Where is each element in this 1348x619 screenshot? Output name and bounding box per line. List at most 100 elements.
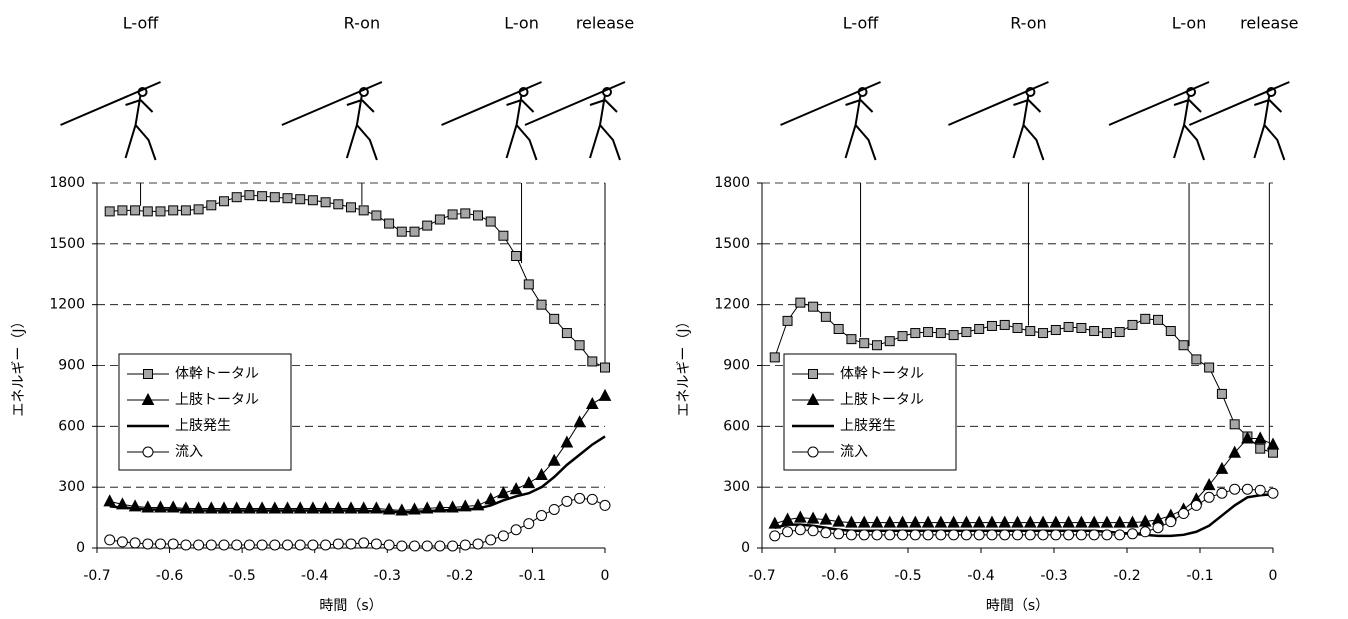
triangle-marker [1228,445,1242,458]
square-marker [561,328,572,339]
circle-marker [1088,529,1100,541]
square-marker [1012,322,1023,333]
square-marker [168,205,179,216]
triangle-marker [998,515,1012,528]
triangle-marker [522,476,536,489]
triangle-marker [509,482,523,495]
square-marker [1050,325,1061,336]
head [518,87,529,97]
x-axis-label: 時間（s） [319,598,382,614]
triangle-marker [1126,515,1139,528]
body [589,94,621,161]
square-marker [143,369,153,379]
square-marker [384,218,395,229]
triangle-marker [1241,431,1254,444]
phase-label: release [576,14,634,33]
circle-marker [383,539,395,551]
head [137,87,148,97]
triangle-marker [103,494,117,507]
head [857,87,868,97]
stick-figure [948,81,1049,161]
square-marker [371,210,382,221]
circle-marker [1075,529,1087,541]
circle-marker [1267,487,1279,499]
square-marker [1229,419,1240,430]
body [505,94,538,161]
square-marker [307,195,318,206]
square-marker [1114,327,1125,338]
triangle-marker [1036,515,1050,528]
triangle-marker [845,515,858,528]
circle-marker [269,539,281,551]
stick-figure [1108,81,1210,161]
square-marker [511,251,522,261]
square-marker [808,369,818,379]
square-marker [244,190,255,201]
y-tick-label: 1500 [49,236,85,252]
x-tick-label: -0.1 [519,568,546,584]
circle-marker [434,540,446,552]
circle-marker [1152,522,1164,534]
body [124,94,157,161]
triangle-marker [947,515,960,528]
triangle-marker [793,510,807,523]
square-marker [820,311,831,322]
square-marker [1140,313,1151,324]
triangle-marker [484,492,498,505]
square-marker [396,226,407,237]
circle-marker [180,539,192,551]
square-marker [974,324,985,334]
square-marker [346,202,356,213]
square-marker [282,193,293,204]
legend-label: 体幹トータル [175,365,259,382]
square-marker [1063,321,1074,332]
triangle-marker [1253,431,1267,444]
triangle-marker [1011,515,1024,528]
square-marker [447,209,458,220]
square-marker [910,328,921,339]
circle-marker [345,538,357,550]
triangle-marker [1215,461,1229,474]
y-tick-label: 1800 [714,175,750,191]
legend-label: 上肢発生 [175,418,231,434]
circle-marker [1178,508,1190,520]
circle-marker [1254,484,1266,496]
triangle-marker [1049,515,1063,528]
circle-marker [599,499,611,511]
triangle-marker [560,435,574,448]
square-marker [206,200,217,211]
circle-marker [986,529,998,541]
triangle-marker [1062,515,1075,528]
series-line [109,395,606,511]
y-tick-label: 300 [723,479,750,495]
circle-marker [858,529,870,541]
circle-marker [973,529,985,541]
square-marker [142,206,153,217]
circle-marker [497,530,509,542]
square-marker [1255,443,1266,454]
circle-marker [794,524,806,536]
circle-marker [960,529,972,541]
square-marker [320,197,331,208]
head [1186,87,1197,97]
triangle-marker [921,515,935,528]
circle-marker [561,495,573,507]
circle-marker [820,527,832,539]
triangle-marker [1075,515,1088,528]
head [358,87,369,97]
stick-figure [281,81,383,161]
square-marker [808,301,819,312]
phase-label: R-on [344,14,380,33]
series-line [109,497,606,547]
square-marker [269,192,280,203]
circle-marker [1063,529,1075,541]
phase-label: R-on [1010,14,1046,33]
series-line [109,194,606,368]
triangle-marker [857,515,871,528]
square-marker [999,319,1010,330]
triangle-marker [934,515,948,528]
phase-label: L-on [1172,14,1207,33]
square-marker [935,328,946,339]
circle-marker [294,539,306,551]
